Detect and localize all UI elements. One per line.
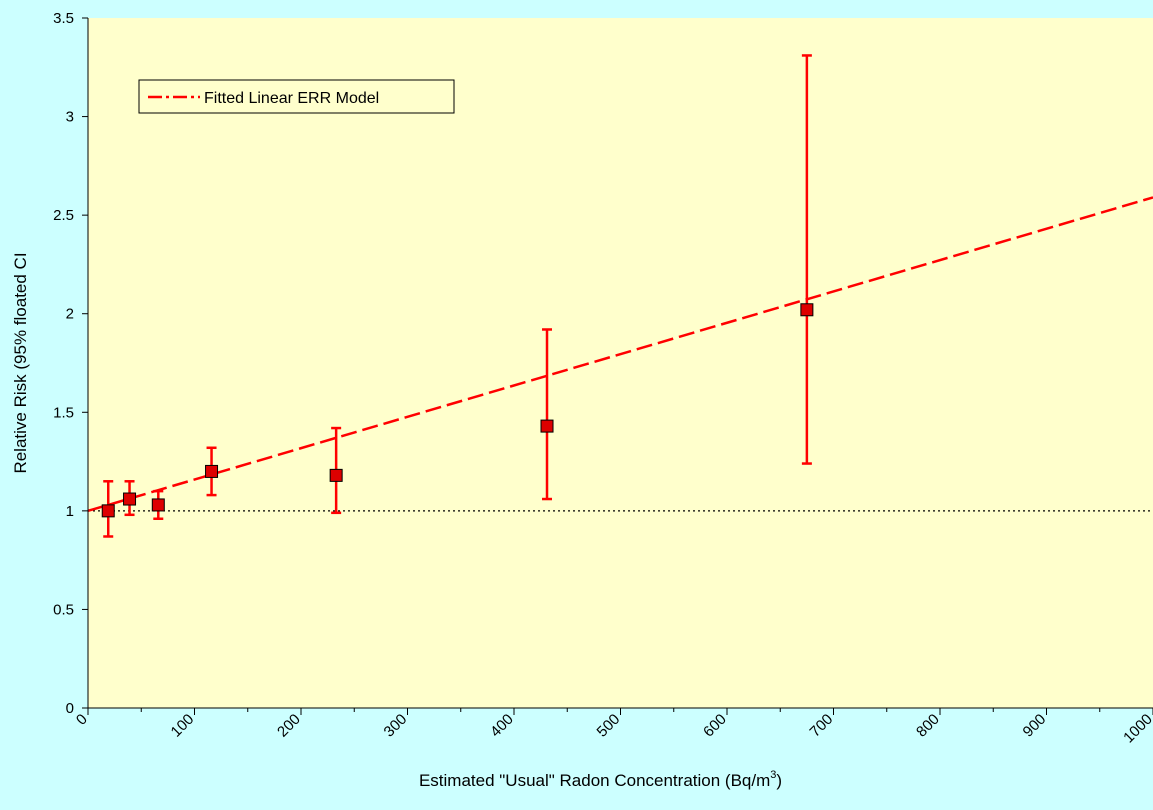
- x-tick-labels: 0 100 200 300 400 500 600 700 800 900 1000: [73, 711, 1153, 747]
- axes-group: [82, 17, 1153, 715]
- data-point-2: [123, 492, 137, 506]
- y-axis-title: Relative Risk (95% floated CI: [11, 252, 30, 473]
- plot-area: [88, 18, 1153, 708]
- y-tick-label: 1: [66, 503, 74, 520]
- y-tick-labels: 0 0.5 1 1.5 2 2.5 3 3.5: [53, 10, 74, 717]
- data-point-6: [540, 419, 554, 433]
- fitted-linear-err-line: [87, 196, 1153, 513]
- y-tick-label: 2.5: [53, 207, 74, 224]
- data-point-3: [151, 498, 165, 512]
- x-tick-label: 900: [1020, 711, 1050, 741]
- y-tick-label: 0: [66, 700, 74, 717]
- y-tick-label: 3.5: [53, 10, 74, 27]
- legend: Fitted Linear ERR Model: [138, 79, 455, 114]
- x-tick-label: 200: [274, 711, 304, 741]
- fitted-line-group: [87, 196, 1153, 513]
- y-tick-label: 3: [66, 109, 74, 126]
- y-tick-label: 2: [66, 306, 74, 323]
- x-axis-title-main: Estimated "Usual" Radon Concentration (B…: [419, 771, 770, 790]
- data-points-group: [101, 303, 814, 518]
- y-tick-label: 1.5: [53, 404, 74, 421]
- legend-label: Fitted Linear ERR Model: [204, 90, 379, 107]
- x-tick-label: 500: [594, 711, 624, 741]
- x-tick-label: 600: [700, 711, 730, 741]
- x-axis-title-suffix: ): [776, 771, 782, 790]
- x-tick-label: 400: [487, 711, 517, 741]
- data-point-7: [800, 303, 814, 317]
- x-tick-label: 800: [913, 711, 943, 741]
- data-point-1: [101, 504, 115, 518]
- data-point-4: [205, 464, 219, 478]
- x-tick-label: 1000: [1120, 711, 1153, 747]
- x-tick-label: 100: [168, 711, 198, 741]
- x-tick-label: 300: [381, 711, 411, 741]
- data-point-5: [329, 468, 343, 482]
- x-axis-title: Estimated "Usual" Radon Concentration (B…: [419, 769, 782, 790]
- y-tick-label: 0.5: [53, 601, 74, 618]
- x-axis-title-superscript: 3: [770, 769, 776, 781]
- x-tick-label: 700: [807, 711, 837, 741]
